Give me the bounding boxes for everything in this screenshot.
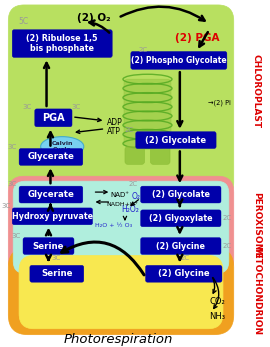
- Text: 3C: 3C: [12, 232, 21, 239]
- FancyBboxPatch shape: [12, 208, 93, 225]
- Text: O₂: O₂: [132, 192, 141, 201]
- Text: 2C: 2C: [180, 255, 189, 261]
- FancyBboxPatch shape: [141, 238, 221, 254]
- Ellipse shape: [41, 137, 84, 156]
- Text: 3C: 3C: [52, 255, 61, 261]
- Text: 3C: 3C: [8, 181, 17, 187]
- Text: 2C: 2C: [223, 215, 232, 221]
- Text: (2) Glycine: (2) Glycine: [156, 242, 205, 251]
- FancyBboxPatch shape: [19, 186, 83, 203]
- Text: 2C: 2C: [125, 127, 134, 133]
- FancyBboxPatch shape: [150, 146, 170, 164]
- Text: Hydroxy pyruvate: Hydroxy pyruvate: [12, 212, 93, 221]
- FancyBboxPatch shape: [125, 146, 144, 164]
- FancyBboxPatch shape: [12, 30, 112, 57]
- Text: 2C: 2C: [138, 46, 147, 52]
- Text: Serine: Serine: [33, 242, 64, 251]
- FancyBboxPatch shape: [8, 5, 234, 198]
- Text: (2) Ribulose 1,5
bis phosphate: (2) Ribulose 1,5 bis phosphate: [26, 34, 98, 53]
- Text: NAD⁺: NAD⁺: [110, 192, 129, 198]
- FancyBboxPatch shape: [35, 109, 72, 127]
- Text: CO₂: CO₂: [209, 297, 225, 306]
- FancyBboxPatch shape: [19, 149, 83, 166]
- FancyBboxPatch shape: [13, 181, 229, 273]
- Text: (2) Glyoxylate: (2) Glyoxylate: [149, 214, 212, 223]
- FancyBboxPatch shape: [146, 265, 222, 282]
- Text: NH₃: NH₃: [209, 312, 225, 321]
- Text: 2C: 2C: [223, 243, 232, 248]
- Text: (2) Glycolate: (2) Glycolate: [145, 136, 207, 145]
- Text: H₂O₂: H₂O₂: [121, 205, 139, 214]
- Text: 3C: 3C: [8, 144, 17, 150]
- Text: (2) O₂: (2) O₂: [77, 13, 110, 23]
- Text: NADH+H⁺: NADH+H⁺: [106, 202, 138, 208]
- FancyBboxPatch shape: [136, 132, 216, 149]
- Text: 3C: 3C: [22, 104, 32, 110]
- Text: H₂O + ½ O₃: H₂O + ½ O₃: [94, 223, 132, 228]
- Text: Glycerate: Glycerate: [28, 152, 75, 161]
- Text: PEROXISOME: PEROXISOME: [252, 192, 261, 259]
- Text: Photorespiration: Photorespiration: [63, 333, 173, 346]
- Text: →(2) Pi: →(2) Pi: [208, 100, 231, 106]
- Text: (2) PGA: (2) PGA: [175, 33, 220, 43]
- Text: Calvin
Cycle: Calvin Cycle: [52, 141, 73, 152]
- Text: 3C: 3C: [71, 104, 80, 110]
- Text: CHLOROPLAST: CHLOROPLAST: [252, 54, 261, 128]
- FancyBboxPatch shape: [141, 210, 221, 227]
- FancyBboxPatch shape: [8, 247, 234, 335]
- Text: ADP: ADP: [107, 118, 123, 127]
- FancyBboxPatch shape: [30, 265, 84, 282]
- Text: ATP: ATP: [107, 127, 121, 136]
- Text: (2) Phospho Glycolate: (2) Phospho Glycolate: [131, 56, 227, 65]
- FancyBboxPatch shape: [8, 176, 234, 275]
- Text: 2C: 2C: [129, 181, 138, 187]
- FancyBboxPatch shape: [141, 186, 221, 203]
- Text: PGA: PGA: [42, 113, 65, 123]
- FancyBboxPatch shape: [131, 51, 227, 69]
- Text: 3C: 3C: [1, 203, 10, 209]
- Text: (2) Glycine: (2) Glycine: [158, 269, 210, 278]
- Text: MITOCHONDRION: MITOCHONDRION: [252, 246, 261, 335]
- FancyBboxPatch shape: [23, 238, 74, 254]
- FancyBboxPatch shape: [19, 255, 223, 329]
- Text: Serine: Serine: [41, 269, 73, 278]
- Text: (2) Glycolate: (2) Glycolate: [152, 190, 210, 199]
- Text: 5C: 5C: [18, 17, 28, 26]
- Text: Glycerate: Glycerate: [28, 190, 75, 199]
- FancyBboxPatch shape: [124, 79, 171, 146]
